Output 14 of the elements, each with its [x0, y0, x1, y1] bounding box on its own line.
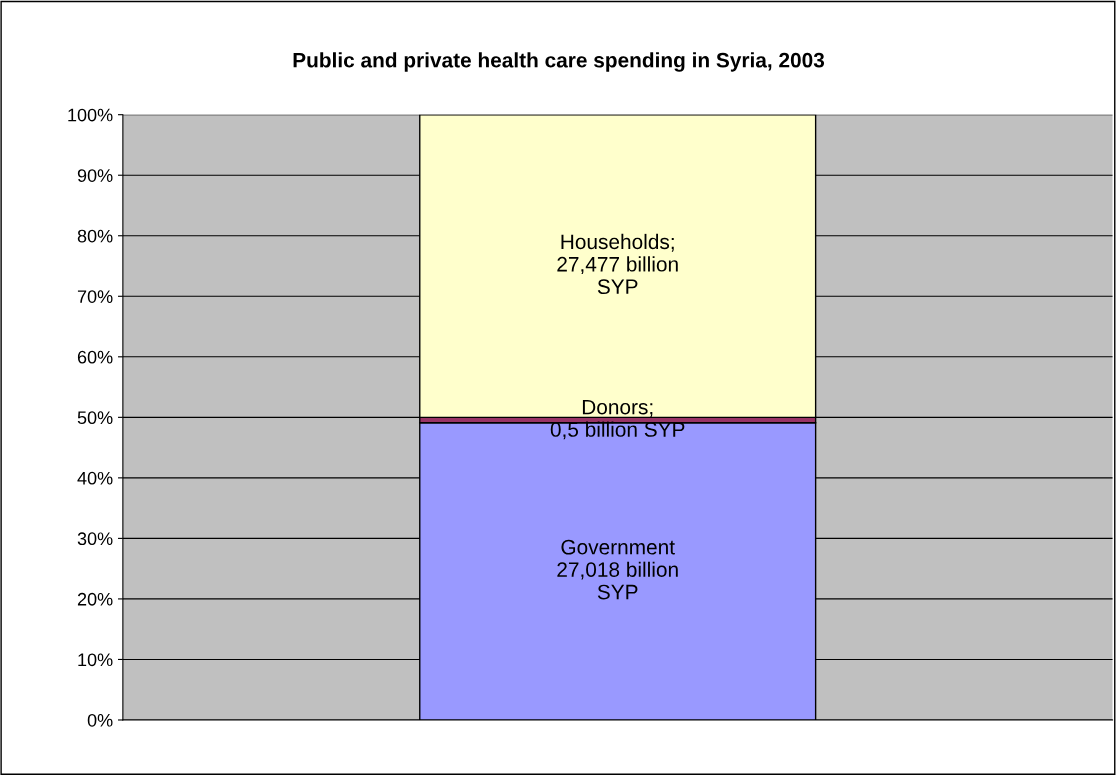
y-tick-label: 10%: [78, 653, 113, 667]
y-tick-label: 30%: [77, 532, 113, 546]
y-tick-label: 60%: [77, 350, 113, 364]
y-tick-label: 100%: [68, 108, 113, 122]
annotation: Households; 27,477 billion SYP: [557, 233, 678, 295]
chart-title: Public and private health care spending in Syria, 2003: [293, 52, 825, 72]
y-tick-label: 20%: [77, 592, 113, 606]
y-tick-label: 80%: [77, 229, 113, 243]
y-tick-label: 0%: [87, 713, 113, 727]
y-tick-label: 50%: [77, 411, 113, 425]
y-tick-label: 40%: [77, 471, 113, 485]
y-tick-label: 90%: [77, 169, 113, 182]
annotation: Government 27,018 billion SYP: [557, 539, 678, 600]
y-tick-label: 70%: [77, 290, 113, 303]
